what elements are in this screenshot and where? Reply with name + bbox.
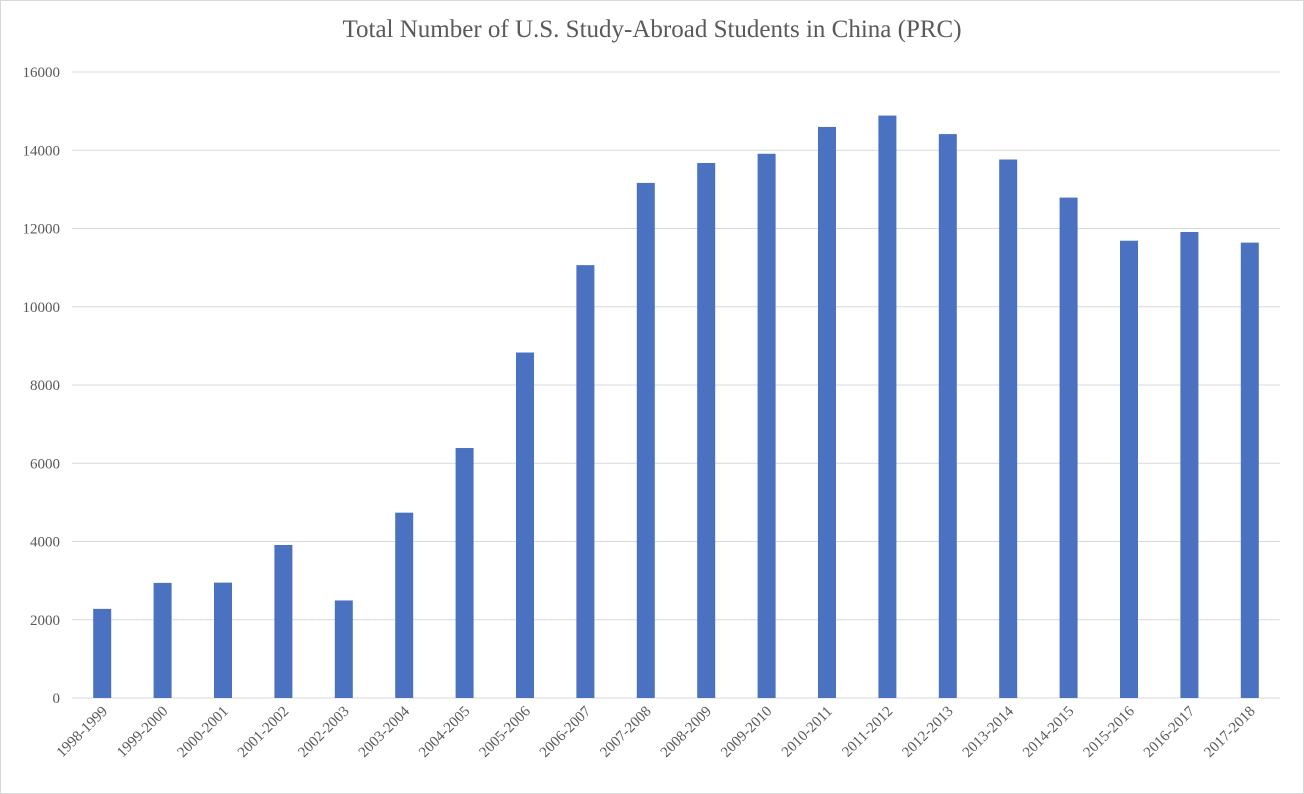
bar-2004-2005 <box>455 448 474 698</box>
x-tick-label: 1999-2000 <box>114 704 171 761</box>
y-tick-label: 0 <box>53 691 61 707</box>
y-tick-label: 4000 <box>30 535 60 551</box>
y-tick-label: 10000 <box>23 300 61 316</box>
bar-2008-2009 <box>697 163 716 698</box>
y-tick-label: 14000 <box>23 143 61 159</box>
bar-2012-2013 <box>938 134 957 698</box>
y-tick-label: 16000 <box>23 65 61 81</box>
y-axis-ticks: 0 2000 4000 6000 8000 10000 12000 14000 16000 <box>23 65 61 707</box>
bar-2001-2002 <box>274 544 293 698</box>
x-tick-label: 2004-2005 <box>416 704 473 761</box>
x-tick-label: 2010-2011 <box>779 704 836 761</box>
x-tick-label: 2008-2009 <box>658 704 715 761</box>
x-tick-label: 2000-2001 <box>175 704 232 761</box>
bar-2013-2014 <box>999 159 1018 698</box>
bar-2017-2018 <box>1240 242 1259 698</box>
x-tick-label: 2013-2014 <box>960 703 1018 761</box>
x-tick-label: 2012-2013 <box>899 704 956 761</box>
x-tick-label: 2005-2006 <box>477 703 535 761</box>
bar-2015-2016 <box>1120 240 1138 698</box>
y-tick-label: 12000 <box>23 222 61 238</box>
bar-2002-2003 <box>334 600 353 698</box>
x-tick-label: 2017-2018 <box>1201 704 1258 761</box>
bar-2009-2010 <box>757 153 776 699</box>
x-tick-label: 2001-2002 <box>235 704 292 761</box>
y-tick-label: 6000 <box>30 456 60 472</box>
bar-1998-1999 <box>93 608 112 698</box>
bar-2014-2015 <box>1059 197 1078 698</box>
bar-2010-2011 <box>818 126 836 698</box>
bar-1999-2000 <box>153 582 172 698</box>
x-tick-label: 2011-2012 <box>839 704 896 761</box>
chart-title: Total Number of U.S. Study-Abroad Studen… <box>342 16 962 43</box>
bars <box>93 115 1259 699</box>
gridlines <box>72 71 1280 699</box>
x-tick-label: 2002-2003 <box>295 704 352 761</box>
bar-2011-2012 <box>878 115 897 698</box>
bar-2005-2006 <box>516 352 534 698</box>
x-axis-ticks: 1998-1999 1999-2000 2000-2001 2001-2002 2002… <box>54 703 1259 761</box>
y-tick-label: 2000 <box>30 613 60 629</box>
x-tick-label: 2007-2008 <box>597 704 654 761</box>
bar-2000-2001 <box>214 582 232 698</box>
bar-2007-2008 <box>636 182 655 698</box>
x-tick-label: 2016-2017 <box>1141 703 1199 761</box>
bar-2003-2004 <box>395 512 414 698</box>
x-tick-label: 2009-2010 <box>718 704 775 761</box>
x-tick-label: 2003-2004 <box>356 703 414 761</box>
x-tick-label: 2015-2016 <box>1081 703 1139 761</box>
bar-2016-2017 <box>1180 232 1199 699</box>
x-tick-label: 2006-2007 <box>537 703 595 761</box>
x-tick-label: 2014-2015 <box>1020 704 1077 761</box>
y-tick-label: 8000 <box>30 378 60 394</box>
bar-2006-2007 <box>576 265 595 698</box>
x-tick-label: 1998-1999 <box>54 704 111 761</box>
